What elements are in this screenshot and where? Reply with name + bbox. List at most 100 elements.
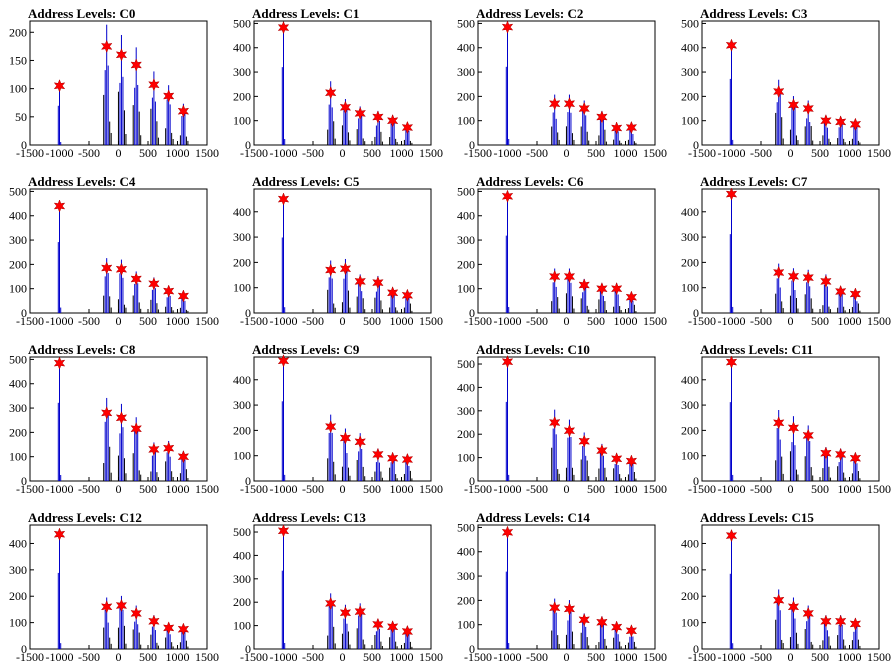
level-marker: [802, 270, 814, 285]
level-marker: [596, 282, 608, 296]
level-marker: [802, 101, 814, 116]
level-marker: [53, 79, 66, 93]
chart-title: Address Levels: C12: [28, 510, 142, 525]
level-marker: [563, 602, 576, 616]
level-marker: [339, 431, 352, 445]
y-tick-label: 300: [681, 398, 699, 412]
y-tick-label: 200: [9, 257, 27, 271]
x-tick-label: -500: [750, 314, 772, 328]
x-tick-label: 0: [116, 146, 122, 160]
x-tick-label: 1000: [390, 482, 414, 496]
x-tick-label: 1500: [867, 146, 891, 160]
y-tick-label: 0: [693, 306, 699, 320]
y-tick-label: 200: [233, 255, 251, 269]
level-marker: [596, 443, 608, 458]
y-tick-label: 0: [693, 642, 699, 656]
level-marker: [578, 434, 590, 448]
x-tick-label: -1000: [270, 314, 298, 328]
chart-title: Address Levels: C2: [476, 6, 583, 21]
y-tick-label: 400: [9, 536, 27, 550]
x-tick-label: -1000: [718, 650, 746, 664]
x-tick-label: 500: [139, 314, 157, 328]
level-marker: [610, 620, 623, 634]
y-tick-label: 200: [233, 423, 251, 437]
level-marker: [148, 442, 160, 457]
x-tick-label: 1000: [390, 650, 414, 664]
x-tick-label: 1500: [195, 146, 219, 160]
level-marker: [354, 274, 366, 289]
chart-title: Address Levels: C11: [700, 342, 813, 357]
level-marker: [772, 416, 785, 430]
x-tick-label: -1500: [464, 314, 492, 328]
level-marker: [401, 288, 414, 302]
x-tick-label: 1500: [643, 146, 667, 160]
x-tick-label: 1000: [166, 146, 190, 160]
x-tick-label: 0: [340, 146, 346, 160]
x-tick-label: 1000: [390, 146, 414, 160]
level-marker: [130, 272, 142, 286]
x-tick-label: 0: [788, 650, 794, 664]
x-tick-label: -1000: [46, 314, 74, 328]
y-tick-label: 200: [457, 427, 475, 441]
x-tick-label: 1500: [419, 314, 443, 328]
level-marker: [610, 281, 623, 296]
x-tick-label: 1500: [643, 650, 667, 664]
level-marker: [834, 447, 847, 462]
level-marker: [386, 620, 399, 634]
y-tick-label: 500: [457, 357, 475, 371]
y-tick-label: 300: [681, 563, 699, 577]
y-tick-label: 100: [9, 616, 27, 630]
x-tick-label: -1500: [240, 314, 268, 328]
x-tick-label: 1000: [838, 314, 862, 328]
level-marker: [177, 289, 190, 303]
x-tick-label: -1500: [240, 482, 268, 496]
x-tick-label: 1000: [614, 314, 638, 328]
y-tick-label: 100: [681, 449, 699, 463]
x-tick-label: -1000: [718, 482, 746, 496]
x-tick-label: -1500: [240, 146, 268, 160]
x-tick-label: 1000: [614, 146, 638, 160]
y-tick-label: 200: [681, 423, 699, 437]
y-tick-label: 0: [21, 474, 27, 488]
x-tick-label: 0: [116, 650, 122, 664]
level-marker: [324, 263, 337, 277]
subplot-13: Address Levels: C13 0 100 200 300 400 500 -1500…: [233, 510, 443, 664]
x-tick-label: 1000: [838, 482, 862, 496]
y-tick-label: 100: [457, 451, 475, 465]
x-tick-label: 0: [788, 482, 794, 496]
level-marker: [100, 39, 113, 54]
x-tick-label: -1500: [240, 650, 268, 664]
x-tick-label: -1500: [16, 314, 44, 328]
level-marker: [277, 354, 290, 368]
chart-title: Address Levels: C14: [476, 510, 590, 525]
subplot-8: Address Levels: C80100200300400500-1500-…: [9, 342, 219, 496]
y-tick-label: 200: [457, 89, 475, 103]
x-tick-label: -1000: [46, 482, 74, 496]
x-tick-label: 1500: [195, 482, 219, 496]
x-tick-label: -1000: [270, 482, 298, 496]
level-marker: [277, 20, 290, 35]
level-marker: [625, 120, 638, 135]
level-marker: [115, 262, 128, 276]
y-tick-label: 500: [457, 16, 475, 30]
level-marker: [834, 614, 847, 629]
x-tick-label: 500: [139, 146, 157, 160]
x-tick-label: 1000: [166, 314, 190, 328]
level-marker: [386, 286, 399, 300]
x-tick-label: -1500: [16, 482, 44, 496]
y-tick-label: 0: [245, 642, 251, 656]
level-marker: [802, 606, 814, 621]
y-tick-label: 0: [693, 474, 699, 488]
x-tick-label: -1000: [494, 146, 522, 160]
level-marker: [725, 355, 738, 369]
y-tick-label: 150: [9, 53, 27, 67]
level-marker: [501, 189, 514, 203]
x-tick-label: 500: [811, 314, 829, 328]
x-tick-label: 500: [363, 482, 381, 496]
x-tick-label: 500: [363, 650, 381, 664]
x-tick-label: -500: [750, 650, 772, 664]
y-tick-label: 0: [21, 306, 27, 320]
y-tick-label: 200: [9, 589, 27, 603]
x-tick-label: 0: [564, 482, 570, 496]
